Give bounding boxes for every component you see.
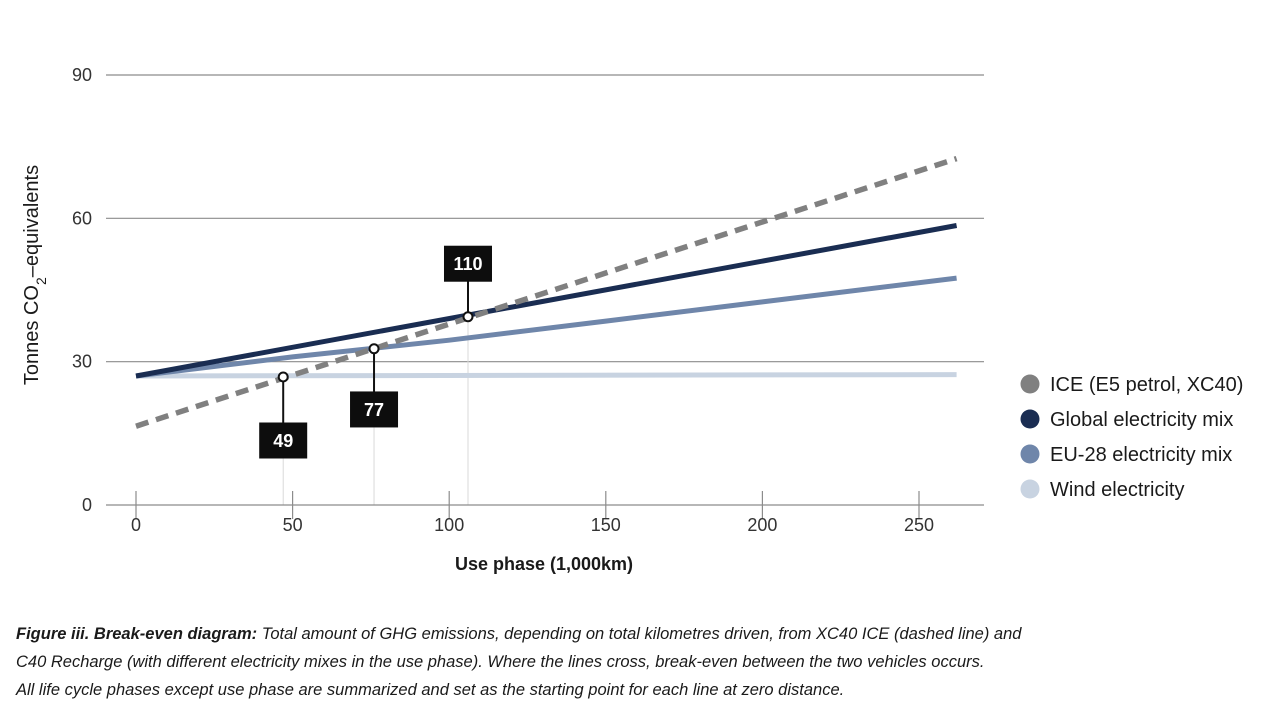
legend: ICE (E5 petrol, XC40) Global electricity … xyxy=(1020,374,1243,501)
caption-lead: Figure iii. Break-even diagram: xyxy=(16,625,258,643)
y-axis-title: Tonnes CO2–equivalents xyxy=(21,165,49,385)
break-even-point-110 xyxy=(462,311,474,323)
break-even-point-77 xyxy=(368,343,380,355)
y-tick-label-90: 90 xyxy=(72,65,92,85)
callout-box-49 xyxy=(259,422,308,459)
axes: 0 30 60 90 0 50 100 150 200 250 xyxy=(72,65,984,535)
legend-label-2: EU-28 electricity mix xyxy=(1050,444,1232,466)
x-axis-title: Use phase (1,000km) xyxy=(455,554,633,574)
legend-marker-2 xyxy=(1020,444,1040,464)
break-even-callouts: 49 77 110 xyxy=(259,245,492,459)
caption-line-2: C40 Recharge (with different electricity… xyxy=(16,653,985,671)
y-tick-label-0: 0 xyxy=(82,495,92,515)
callout-box-77 xyxy=(350,391,399,428)
x-tick-label-0: 0 xyxy=(131,515,141,535)
caption-line-1-text: Total amount of GHG emissions, depending… xyxy=(257,625,1022,643)
x-tick-label-200: 200 xyxy=(747,515,777,535)
series-line-ice-e5-petrol-xc40 xyxy=(135,155,958,429)
series-lines xyxy=(135,155,958,429)
x-tick-label-250: 250 xyxy=(904,515,934,535)
y-axis-title-tail: –equivalents xyxy=(21,165,43,277)
legend-label-3: Wind electricity xyxy=(1050,479,1184,501)
y-tick-label-60: 60 xyxy=(72,208,92,228)
legend-marker-3 xyxy=(1020,479,1040,499)
callout-label-110: 110 xyxy=(453,254,482,274)
legend-label-1: Global electricity mix xyxy=(1050,409,1233,431)
series-line-wind-electricity xyxy=(135,372,957,379)
callout-label-77: 77 xyxy=(364,400,384,420)
callout-box-110 xyxy=(443,245,492,282)
legend-marker-0 xyxy=(1020,374,1040,394)
series-line-global-electricity-mix xyxy=(135,223,958,379)
legend-marker-1 xyxy=(1020,409,1040,429)
gridlines xyxy=(106,74,984,363)
legend-label-0: ICE (E5 petrol, XC40) xyxy=(1050,374,1243,396)
break-even-point-49 xyxy=(277,371,289,383)
x-tick-label-50: 50 xyxy=(283,515,303,535)
caption-line-3: All life cycle phases except use phase a… xyxy=(16,681,845,699)
x-tick-label-100: 100 xyxy=(434,515,464,535)
series-line-eu-28-electricity-mix xyxy=(135,275,957,379)
y-axis-title-subscript: 2 xyxy=(33,277,49,285)
callout-label-49: 49 xyxy=(273,431,293,451)
figure-caption: Figure iii. Break-even diagram: Total am… xyxy=(16,620,1266,704)
y-tick-label-30: 30 xyxy=(72,352,92,372)
caption-line-1: Figure iii. Break-even diagram: Total am… xyxy=(16,620,1266,648)
y-axis-title-main: Tonnes CO xyxy=(21,285,43,385)
break-even-chart: 0 30 60 90 0 50 100 150 200 250 49 77 110 ICE (E5 p… xyxy=(21,65,1243,574)
x-tick-label-150: 150 xyxy=(591,515,621,535)
